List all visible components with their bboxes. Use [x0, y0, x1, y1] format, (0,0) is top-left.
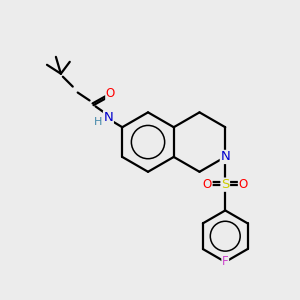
Text: O: O: [203, 178, 212, 191]
Text: S: S: [221, 178, 230, 191]
Text: O: O: [106, 87, 115, 100]
Text: F: F: [222, 256, 229, 268]
Text: N: N: [103, 111, 113, 124]
Text: H: H: [94, 117, 103, 127]
Text: O: O: [238, 178, 248, 191]
Text: N: N: [220, 150, 230, 164]
